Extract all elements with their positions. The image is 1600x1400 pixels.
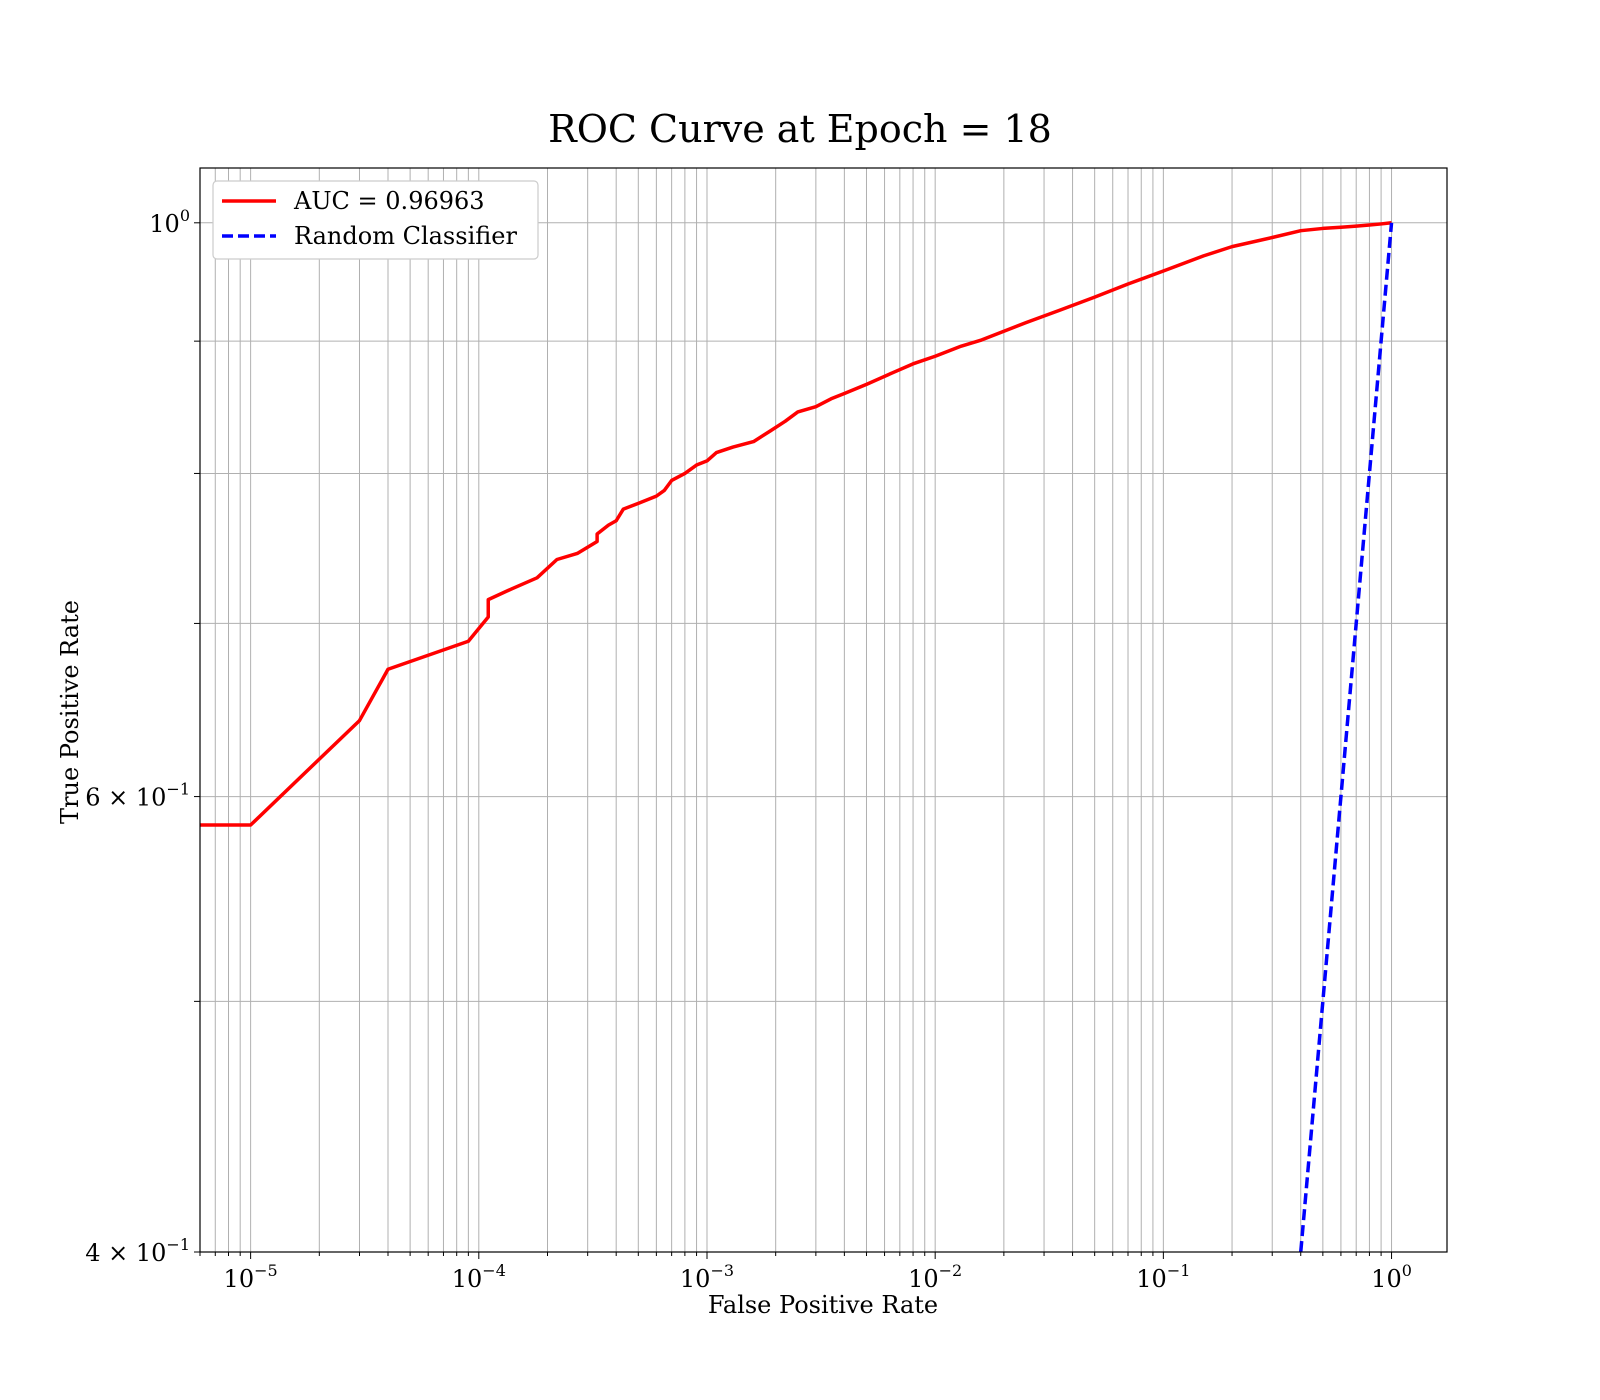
x-tick-labels: 10−5 10−4 10−3 10−2 10−1 100 — [199, 1252, 1412, 1293]
y-tick-label: 4 × 10−1 — [85, 1235, 190, 1267]
x-tick-label: 100 — [1371, 1261, 1412, 1293]
x-tick-label: 10−2 — [908, 1261, 962, 1293]
y-tick-label: 100 — [149, 206, 190, 238]
x-axis-label: False Positive Rate — [708, 1291, 938, 1319]
plot-frame — [199, 167, 1448, 1253]
y-tick-labels: 100 6 × 10−1 4 × 10−1 — [85, 206, 200, 1267]
legend-label-random: Random Classifier — [294, 222, 517, 250]
roc-curve-line — [200, 221, 1392, 827]
x-tick-label: 10−1 — [1136, 1261, 1190, 1293]
y-axis-label: True Positive Rate — [56, 600, 84, 824]
x-tick-label: 10−5 — [224, 1261, 278, 1293]
chart-title: ROC Curve at Epoch = 18 — [548, 107, 1052, 151]
legend: AUC = 0.96963 Random Classifier — [212, 180, 539, 260]
y-tick-label: 6 × 10−1 — [85, 780, 190, 812]
grid-lines — [199, 168, 1447, 1253]
legend-label-auc: AUC = 0.96963 — [293, 187, 485, 215]
series-layer — [200, 221, 1394, 1253]
x-tick-label: 10−4 — [452, 1261, 506, 1293]
x-tick-label: 10−3 — [680, 1261, 734, 1293]
legend-box — [212, 180, 539, 260]
random-classifier-line — [1298, 222, 1394, 1253]
